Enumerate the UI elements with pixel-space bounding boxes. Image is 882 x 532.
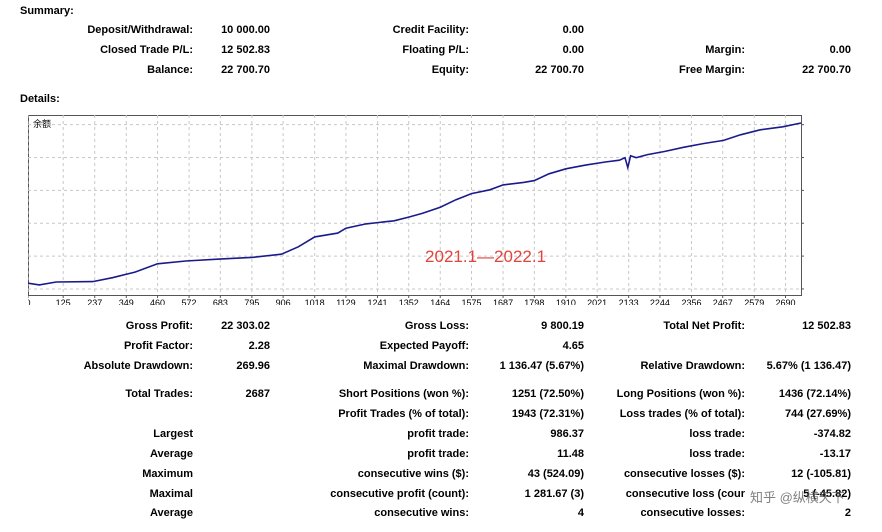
stat-label: Expected Payoff: (379, 340, 469, 352)
summary-label: Deposit/Withdrawal: (87, 24, 193, 36)
summary-label: Floating P/L: (402, 44, 469, 56)
stat-label: Total Trades: (125, 388, 193, 400)
stat-label: Absolute Drawdown: (83, 360, 193, 372)
x-tick-label: 1575 (462, 298, 482, 305)
stat-value: 1436 (72.14%) (778, 388, 851, 400)
stat-value: -13.17 (819, 448, 851, 460)
balance-line (28, 122, 802, 286)
stat-label: consecutive losses ($): (623, 468, 745, 480)
summary-value: 12 502.83 (221, 44, 270, 56)
x-tick-label: 1129 (336, 298, 355, 305)
summary-label: Credit Facility: (392, 24, 469, 36)
stat-value: 12 502.83 (802, 320, 851, 332)
stat-label: loss trade: (689, 448, 745, 460)
x-tick-label: 349 (119, 298, 134, 305)
stat-label: Long Positions (won %): (616, 388, 745, 400)
stat-label: consecutive profit (count): (330, 488, 469, 500)
stat-value: 1 281.67 (3) (524, 488, 584, 500)
stat-value: 986.37 (550, 428, 584, 440)
x-tick-label: 2021 (587, 298, 607, 305)
summary-label: Margin: (705, 44, 745, 56)
x-tick-label: 460 (150, 298, 165, 305)
summary-value: 10 000.00 (221, 24, 270, 36)
stat-value: 4.65 (562, 340, 584, 352)
stat-label: Gross Profit: (125, 320, 193, 332)
stat-value: -374.82 (813, 428, 851, 440)
x-tick-label: 2244 (650, 298, 670, 305)
stat-label: Maximal Drawdown: (363, 360, 469, 372)
x-tick-label: 906 (276, 298, 291, 305)
details-title: Details: (20, 93, 60, 105)
stat-value: 9 800.19 (541, 320, 584, 332)
x-tick-label: 125 (56, 298, 71, 305)
x-tick-label: 1352 (399, 298, 419, 305)
x-tick-label: 1241 (367, 298, 387, 305)
summary-label: Closed Trade P/L: (100, 44, 193, 56)
summary-label: Free Margin: (678, 64, 745, 76)
stat-value: 1251 (72.50%) (511, 388, 584, 400)
stat-value: 1943 (72.31%) (511, 408, 584, 420)
stat-label: Average (149, 448, 193, 460)
stat-label: Short Positions (won %): (338, 388, 469, 400)
stat-value: 2 (844, 507, 851, 519)
stat-label: Profit Trades (% of total): (338, 408, 469, 420)
stat-value: 11.48 (557, 448, 584, 460)
stat-label: consecutive wins ($): (357, 468, 469, 480)
summary-value: 22 700.70 (221, 64, 270, 76)
stat-label: consecutive wins: (374, 507, 469, 519)
chart-annotation: 2021.1—2022.1 (425, 247, 546, 266)
stat-value: 4 (577, 507, 584, 519)
stat-value: 269.96 (236, 360, 270, 372)
summary-title: Summary: (20, 5, 74, 17)
stat-value: 744 (27.69%) (784, 408, 851, 420)
x-tick-label: 2579 (744, 298, 764, 305)
x-tick-label: 1018 (305, 298, 325, 305)
x-tick-label: 0 (28, 298, 31, 305)
summary-value: 0.00 (562, 44, 584, 56)
stat-label: Relative Drawdown: (640, 360, 745, 372)
x-tick-label: 683 (213, 298, 228, 305)
summary-label: Balance: (147, 64, 193, 76)
stat-label: loss trade: (689, 428, 745, 440)
summary-value: 0.00 (829, 44, 851, 56)
balance-chart: 余额 0 125 237 349 460 572 683 795 906 1018 1129 1241 1… (28, 115, 804, 305)
stat-value: 43 (524.09) (527, 468, 584, 480)
stat-value: 2687 (245, 388, 270, 400)
stat-label: profit trade: (407, 448, 469, 460)
stat-label: Profit Factor: (123, 340, 193, 352)
stat-label: Gross Loss: (404, 320, 469, 332)
x-tick-label: 1798 (524, 298, 544, 305)
stat-label: consecutive losses: (640, 507, 745, 519)
summary-value: 22 700.70 (535, 64, 584, 76)
x-tick-label: 2133 (619, 298, 639, 305)
stat-value: 5.67% (1 136.47) (766, 360, 851, 372)
stat-value: 22 303.02 (221, 320, 270, 332)
x-tick-label: 2356 (681, 298, 701, 305)
watermark: 知乎 @纵横天下 (750, 490, 845, 505)
stat-label: Total Net Profit: (663, 320, 745, 332)
x-tick-label: 1687 (493, 298, 513, 305)
stat-value: 1 136.47 (5.67%) (499, 360, 584, 372)
x-tick-label: 2467 (713, 298, 733, 305)
x-tick-label: 2690 (775, 298, 795, 305)
stat-label: Maximal (149, 488, 193, 500)
summary-label: Equity: (431, 64, 469, 76)
stat-value: 5 (-45.82) (803, 488, 851, 500)
summary-value: 0.00 (562, 24, 584, 36)
stat-label: consecutive loss (cour (625, 488, 745, 500)
x-tick-label: 237 (87, 298, 102, 305)
stat-label: Maximum (142, 468, 193, 480)
x-tick-label: 1910 (556, 298, 576, 305)
stat-value: 2.28 (248, 340, 270, 352)
x-tick-label: 795 (244, 298, 259, 305)
stat-label: Loss trades (% of total): (619, 408, 745, 420)
stat-label: Largest (153, 428, 193, 440)
chart-title: 余额 (33, 118, 51, 129)
stat-label: profit trade: (407, 428, 469, 440)
stat-value: 12 (-105.81) (791, 468, 851, 480)
stat-label: Average (149, 507, 193, 519)
x-tick-label: 572 (182, 298, 197, 305)
summary-value: 22 700.70 (802, 64, 851, 76)
x-tick-label: 1464 (430, 298, 450, 305)
